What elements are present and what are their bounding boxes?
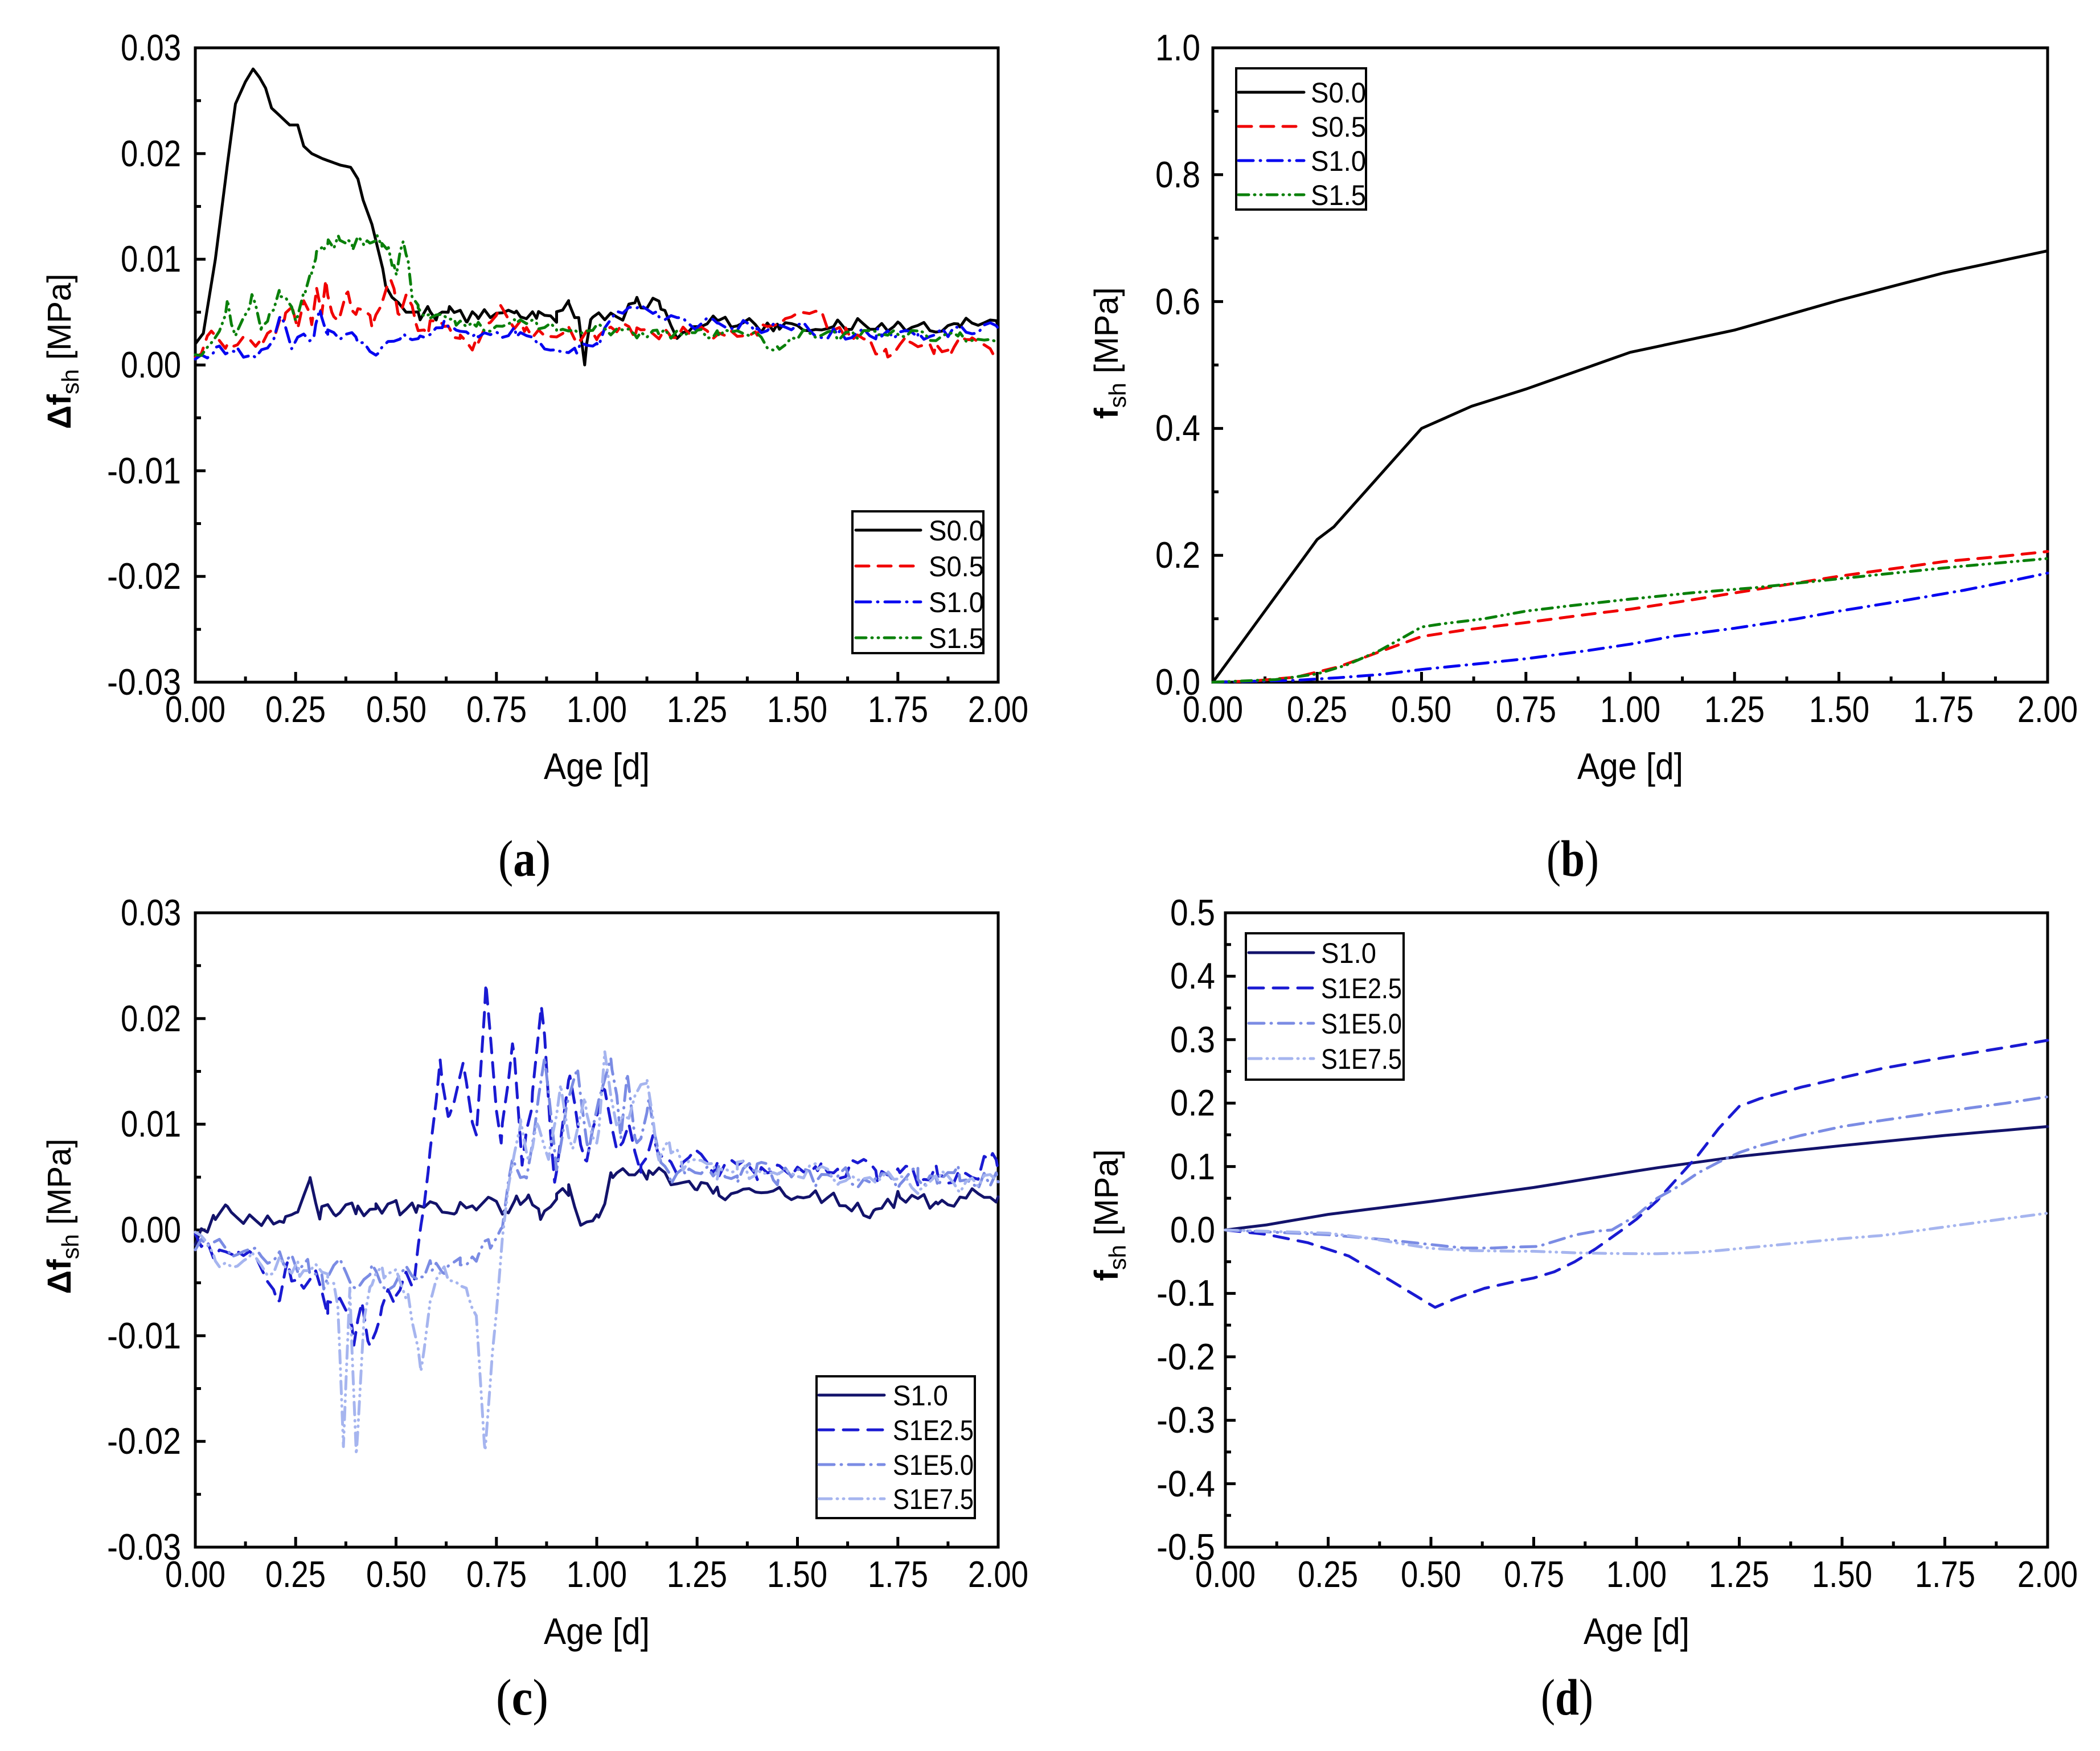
svg-text:-0.02: -0.02 xyxy=(107,555,181,597)
svg-text:1.50: 1.50 xyxy=(1809,688,1869,730)
svg-text:(a): (a) xyxy=(498,831,551,887)
svg-text:0.50: 0.50 xyxy=(366,1553,426,1595)
svg-text:1.25: 1.25 xyxy=(667,688,727,730)
svg-text:1.50: 1.50 xyxy=(767,688,827,730)
svg-text:0.75: 0.75 xyxy=(466,688,527,730)
svg-text:S1E5.0: S1E5.0 xyxy=(1321,1008,1402,1040)
svg-text:0.01: 0.01 xyxy=(121,238,181,280)
svg-text:-0.5: -0.5 xyxy=(1156,1526,1215,1568)
svg-text:0.00: 0.00 xyxy=(1183,688,1243,730)
svg-text:2.00: 2.00 xyxy=(968,1553,1028,1595)
svg-text:-0.2: -0.2 xyxy=(1156,1336,1215,1377)
svg-text:2.00: 2.00 xyxy=(2017,688,2078,730)
svg-text:0.2: 0.2 xyxy=(1155,534,1200,576)
svg-text:2.00: 2.00 xyxy=(2017,1553,2078,1595)
svg-text:S1E5.0: S1E5.0 xyxy=(893,1449,974,1481)
svg-text:0.02: 0.02 xyxy=(121,133,181,174)
svg-text:2.00: 2.00 xyxy=(968,688,1028,730)
svg-text:1.00: 1.00 xyxy=(567,688,627,730)
svg-text:0.50: 0.50 xyxy=(1391,688,1451,730)
svg-text:0.5: 0.5 xyxy=(1170,892,1215,933)
svg-text:S1.0: S1.0 xyxy=(1321,937,1376,969)
svg-text:0.0: 0.0 xyxy=(1155,661,1200,703)
svg-text:1.50: 1.50 xyxy=(767,1553,827,1595)
svg-text:Age [d]: Age [d] xyxy=(544,1610,650,1652)
svg-text:S0.5: S0.5 xyxy=(1311,111,1366,143)
svg-text:-0.3: -0.3 xyxy=(1156,1399,1215,1441)
svg-text:Δfsh [MPa]: Δfsh [MPa] xyxy=(41,274,84,429)
svg-text:-0.03: -0.03 xyxy=(107,1526,181,1568)
svg-text:0.75: 0.75 xyxy=(466,1553,527,1595)
svg-text:0.00: 0.00 xyxy=(121,344,181,386)
svg-text:0.75: 0.75 xyxy=(1504,1553,1564,1595)
svg-text:0.01: 0.01 xyxy=(121,1103,181,1145)
svg-text:0.4: 0.4 xyxy=(1155,407,1200,449)
svg-text:S1.0: S1.0 xyxy=(929,587,984,618)
svg-text:Age [d]: Age [d] xyxy=(1584,1610,1689,1652)
svg-text:0.3: 0.3 xyxy=(1170,1019,1215,1060)
svg-text:S1E7.5: S1E7.5 xyxy=(893,1483,974,1515)
svg-text:0.00: 0.00 xyxy=(165,688,225,730)
svg-text:-0.03: -0.03 xyxy=(107,661,181,703)
svg-text:Δfsh [MPa]: Δfsh [MPa] xyxy=(41,1139,84,1294)
svg-text:S1.5: S1.5 xyxy=(929,622,984,654)
svg-text:Age [d]: Age [d] xyxy=(1577,745,1683,787)
svg-text:(c): (c) xyxy=(496,1670,548,1726)
svg-text:Age [d]: Age [d] xyxy=(544,745,650,787)
svg-text:S0.0: S0.0 xyxy=(929,515,984,547)
svg-text:S1.0: S1.0 xyxy=(1311,145,1366,177)
svg-text:S0.0: S0.0 xyxy=(1311,77,1366,109)
svg-text:0.4: 0.4 xyxy=(1170,955,1215,997)
svg-text:0.2: 0.2 xyxy=(1170,1082,1215,1123)
svg-text:S1E7.5: S1E7.5 xyxy=(1321,1043,1402,1075)
svg-text:1.75: 1.75 xyxy=(868,688,928,730)
svg-text:S1.0: S1.0 xyxy=(893,1380,948,1412)
svg-text:S1.5: S1.5 xyxy=(1311,179,1366,211)
svg-text:1.75: 1.75 xyxy=(1915,1553,1975,1595)
svg-text:0.00: 0.00 xyxy=(165,1553,225,1595)
svg-text:0.03: 0.03 xyxy=(121,892,181,933)
svg-text:S0.5: S0.5 xyxy=(929,551,984,583)
svg-text:-0.02: -0.02 xyxy=(107,1420,181,1462)
svg-text:-0.1: -0.1 xyxy=(1156,1272,1215,1314)
svg-text:0.8: 0.8 xyxy=(1155,154,1200,195)
svg-text:1.00: 1.00 xyxy=(1606,1553,1667,1595)
svg-text:1.75: 1.75 xyxy=(868,1553,928,1595)
svg-text:(d): (d) xyxy=(1541,1670,1593,1726)
svg-text:1.25: 1.25 xyxy=(1709,1553,1769,1595)
svg-text:fsh [MPa]: fsh [MPa] xyxy=(1088,1149,1131,1281)
svg-text:-0.01: -0.01 xyxy=(107,450,181,491)
svg-text:1.75: 1.75 xyxy=(1913,688,1974,730)
svg-text:-0.4: -0.4 xyxy=(1156,1463,1215,1504)
svg-text:0.25: 0.25 xyxy=(265,688,326,730)
svg-text:0.50: 0.50 xyxy=(366,688,426,730)
svg-text:0.00: 0.00 xyxy=(1195,1553,1256,1595)
svg-text:1.00: 1.00 xyxy=(1600,688,1660,730)
svg-text:0.25: 0.25 xyxy=(1298,1553,1358,1595)
svg-text:0.0: 0.0 xyxy=(1170,1209,1215,1250)
svg-text:0.02: 0.02 xyxy=(121,998,181,1039)
svg-text:(b): (b) xyxy=(1547,831,1599,887)
svg-text:fsh [MPa]: fsh [MPa] xyxy=(1088,287,1131,419)
svg-text:0.1: 0.1 xyxy=(1170,1146,1215,1187)
svg-text:1.00: 1.00 xyxy=(567,1553,627,1595)
svg-text:0.6: 0.6 xyxy=(1155,281,1200,322)
svg-text:-0.01: -0.01 xyxy=(107,1315,181,1356)
svg-text:0.25: 0.25 xyxy=(1287,688,1347,730)
svg-text:0.50: 0.50 xyxy=(1401,1553,1461,1595)
svg-text:S1E2.5: S1E2.5 xyxy=(1321,973,1402,1004)
svg-text:1.25: 1.25 xyxy=(667,1553,727,1595)
svg-text:1.0: 1.0 xyxy=(1155,27,1200,68)
svg-text:0.25: 0.25 xyxy=(265,1553,326,1595)
svg-text:0.00: 0.00 xyxy=(121,1209,181,1250)
svg-text:1.25: 1.25 xyxy=(1704,688,1765,730)
svg-text:S1E2.5: S1E2.5 xyxy=(893,1414,974,1446)
svg-text:0.75: 0.75 xyxy=(1496,688,1556,730)
svg-text:0.03: 0.03 xyxy=(121,27,181,68)
svg-text:1.50: 1.50 xyxy=(1812,1553,1872,1595)
